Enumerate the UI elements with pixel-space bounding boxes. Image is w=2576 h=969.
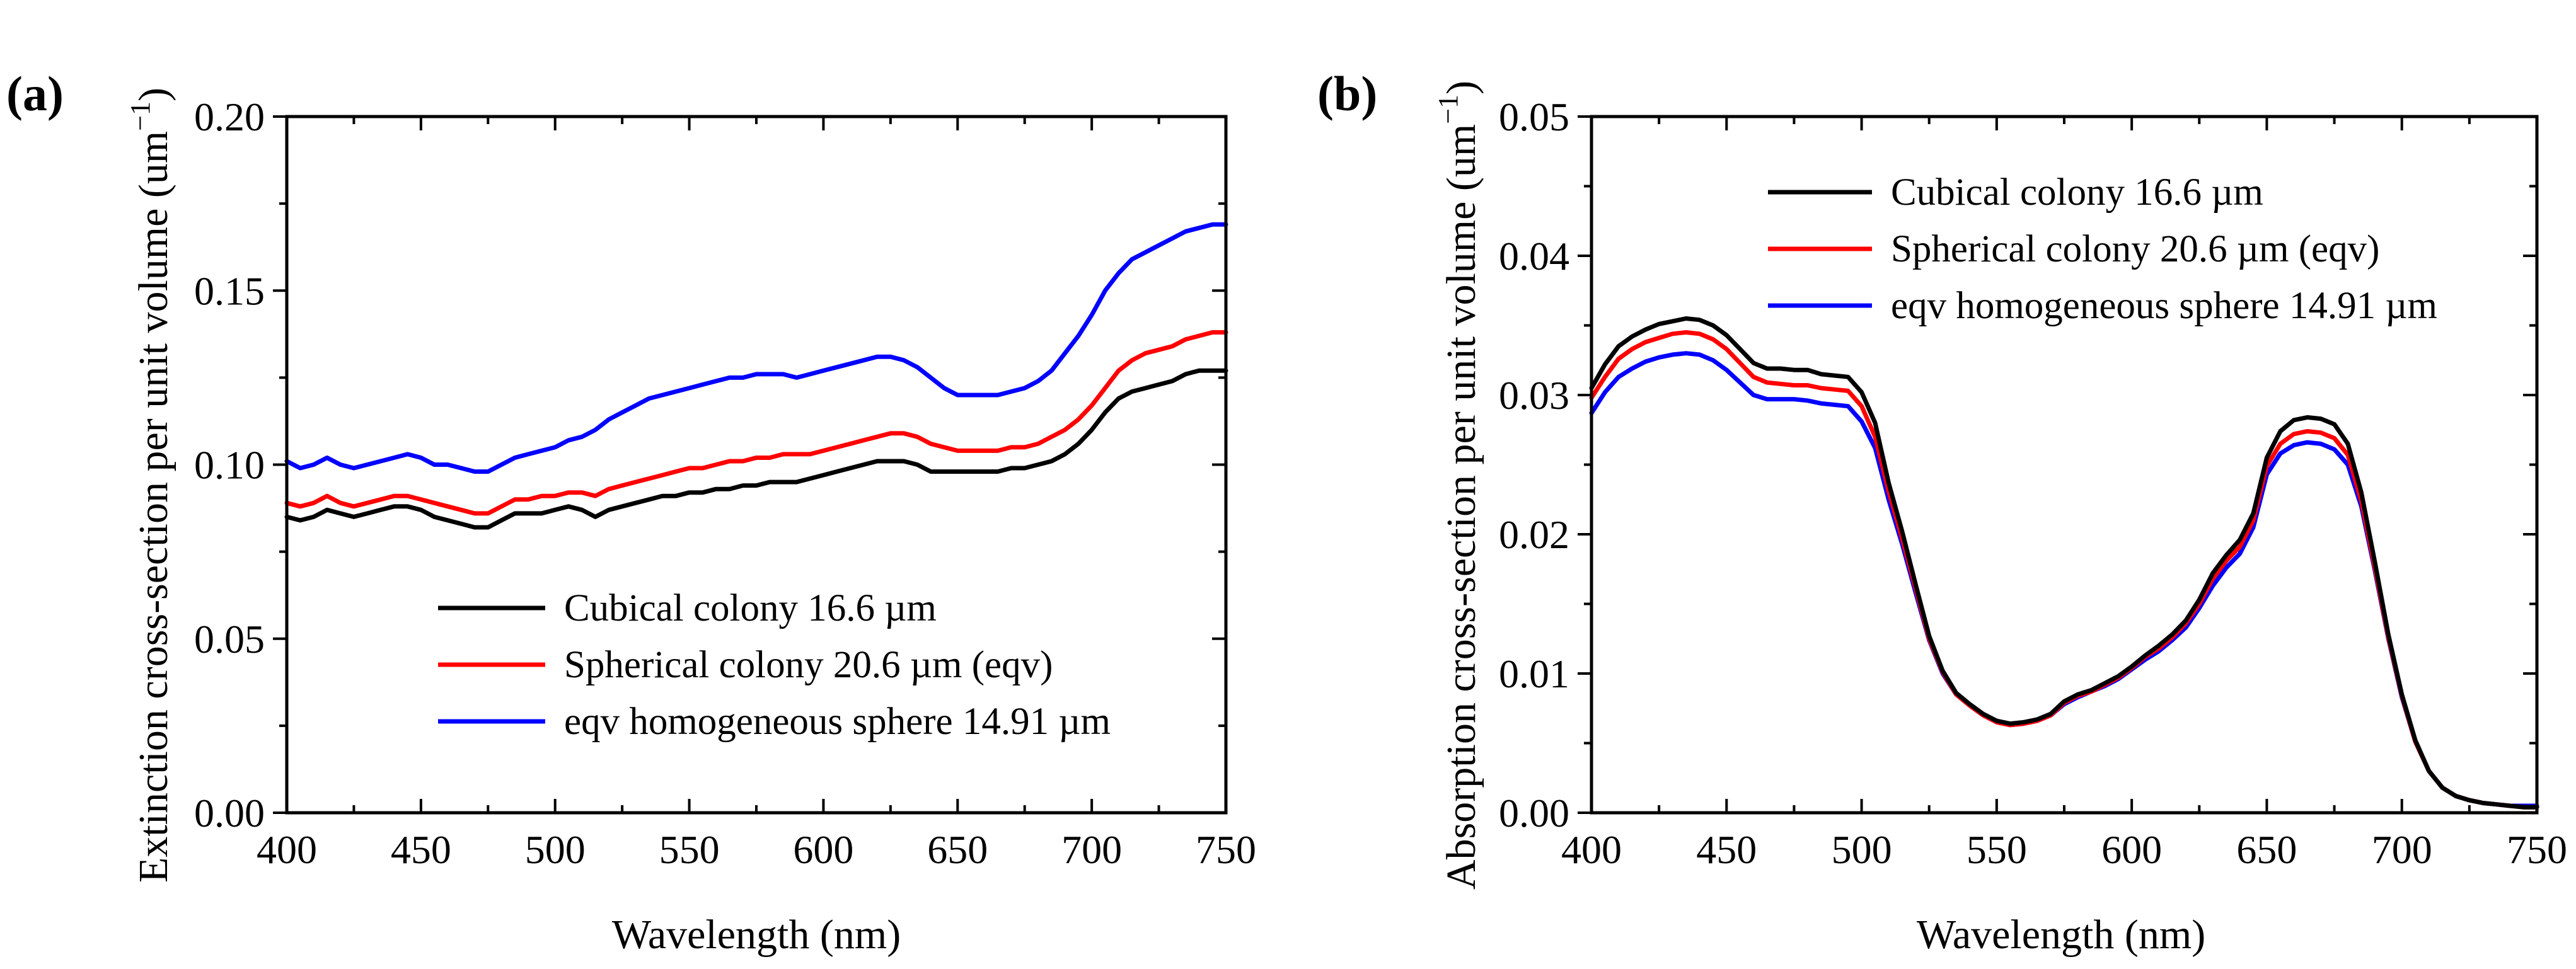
panel-a-label: (a) xyxy=(6,66,64,121)
panel-a-xtick-label: 600 xyxy=(793,827,853,872)
panel-a-y-axis-label: Extinction cross-section per unit volume… xyxy=(125,88,176,883)
panel-b-x-axis-label: Wavelength (nm) xyxy=(1917,912,2205,958)
panel-b-ytick-label: 0.00 xyxy=(1499,791,1569,835)
panel-b-ytick-label: 0.05 xyxy=(1499,95,1569,139)
panel-b-xtick-label: 500 xyxy=(1832,827,1892,872)
panel-b-xtick-label: 550 xyxy=(1967,827,2027,872)
panel-b-y-axis-label: Absorption cross-section per unit volume… xyxy=(1433,81,1484,890)
legend-b-label-spherical: Spherical colony 20.6 µm (eqv) xyxy=(1891,228,2379,270)
panel-b-ticks: 400 450 500 550 600 650 700 750 0.00 0.01 0.02 0.03… xyxy=(1499,95,2567,872)
panel-a-xtick-label: 700 xyxy=(1061,827,1122,872)
panel-b-ytick-label: 0.03 xyxy=(1499,373,1569,418)
panel-a-xtick-label: 550 xyxy=(659,827,720,872)
panel-b-xtick-label: 400 xyxy=(1561,827,1622,872)
panel-a-xtick-label: 400 xyxy=(257,827,317,872)
panel-b-xtick-label: 650 xyxy=(2236,827,2297,872)
legend-b-label-cubical: Cubical colony 16.6 µm xyxy=(1891,171,2263,214)
panel-b-ytick-label: 0.01 xyxy=(1499,651,1569,696)
panel-a-ytick-label: 0.10 xyxy=(194,443,265,488)
legend-b-label-homogeneous: eqv homogeneous sphere 14.91 µm xyxy=(1891,285,2437,327)
panel-b-series-cubical xyxy=(1589,316,2539,810)
panel-a-ytick-label: 0.00 xyxy=(194,791,265,835)
panel-b-series xyxy=(1589,316,2539,810)
panel-a-ytick-label: 0.20 xyxy=(194,95,265,139)
panel-a-xtick-label: 650 xyxy=(927,827,988,872)
panel-b-xtick-label: 750 xyxy=(2507,827,2567,872)
panel-b-label: (b) xyxy=(1317,66,1377,121)
panel-b-xtick-label: 700 xyxy=(2372,827,2432,872)
panel-a-xtick-label: 450 xyxy=(391,827,451,872)
panel-a-series xyxy=(284,222,1228,530)
panel-a-series-spherical xyxy=(284,330,1228,516)
panel-a-legend: Cubical colony 16.6 µm Spherical colony … xyxy=(438,587,1111,743)
panel-a-x-axis-label: Wavelength (nm) xyxy=(612,912,901,958)
panel-a-ticks: 400 450 500 550 600 650 700 750 0.00 0.05 0.10 0.15… xyxy=(194,95,1256,872)
panel-a-plot-frame xyxy=(285,115,1228,815)
panel-b-xtick-label: 600 xyxy=(2101,827,2162,872)
panel-a-ytick-label: 0.05 xyxy=(194,617,265,662)
panel-a-extinction-chart: (a) Extinction cross-section per unit vo… xyxy=(6,66,1256,958)
panel-b-ytick-label: 0.02 xyxy=(1499,512,1569,557)
panel-a-ytick-label: 0.15 xyxy=(194,268,265,313)
panel-b-ytick-label: 0.04 xyxy=(1499,234,1569,278)
panel-b-series-homogeneous xyxy=(1589,351,2539,808)
panel-b-legend: Cubical colony 16.6 µm Spherical colony … xyxy=(1768,171,2437,327)
panel-a-xtick-label: 500 xyxy=(525,827,586,872)
panel-a-series-cubical xyxy=(284,368,1228,530)
panel-b-series-spherical xyxy=(1589,330,2539,810)
legend-a-label-cubical: Cubical colony 16.6 µm xyxy=(564,587,937,629)
panel-b-absorption-chart: (b) Absorption cross-section per unit vo… xyxy=(1317,66,2567,958)
panel-a-series-homogeneous xyxy=(284,222,1228,474)
panel-a-xtick-label: 750 xyxy=(1196,827,1256,872)
legend-a-label-spherical: Spherical colony 20.6 µm (eqv) xyxy=(564,644,1053,686)
legend-a-label-homogeneous: eqv homogeneous sphere 14.91 µm xyxy=(564,701,1111,743)
panel-b-xtick-label: 450 xyxy=(1696,827,1757,872)
panel-b-plot-frame xyxy=(1590,115,2539,815)
